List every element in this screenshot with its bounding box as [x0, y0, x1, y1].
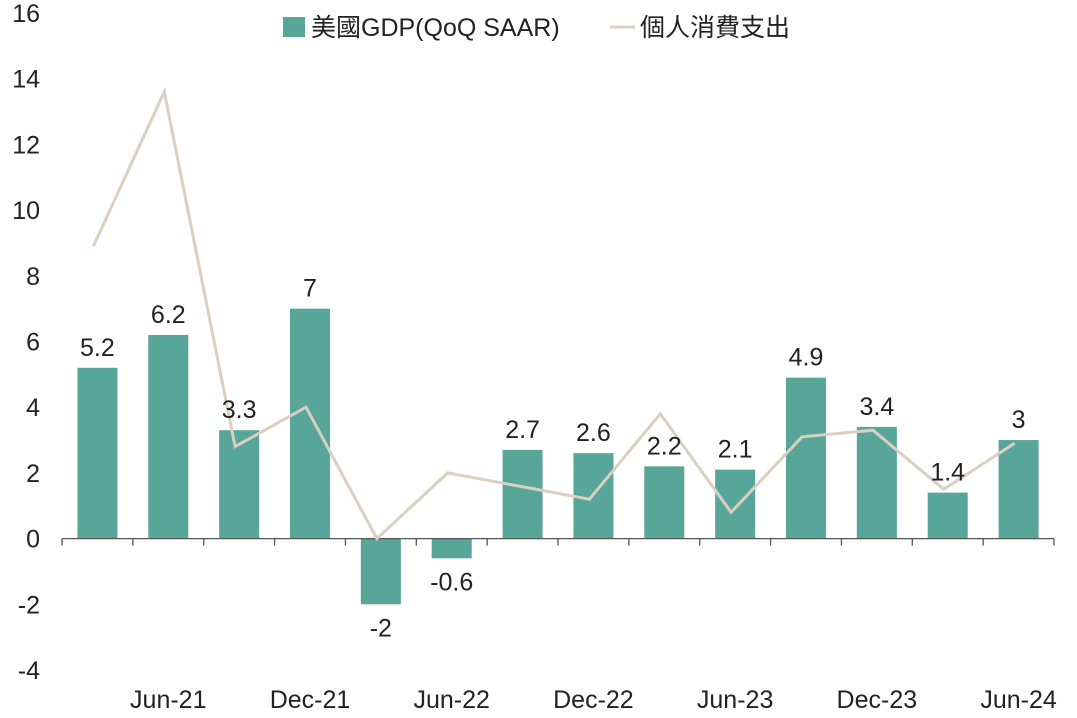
gdp-data-label: 3	[1012, 406, 1026, 434]
gdp-data-label: 7	[303, 275, 317, 303]
y-tick-label: 10	[12, 197, 40, 225]
y-tick-label: -4	[18, 657, 40, 685]
y-tick-label: 6	[26, 329, 40, 357]
gdp-bar	[644, 466, 685, 539]
y-tick-label: 0	[26, 526, 40, 554]
gdp-bar	[148, 334, 189, 539]
gdp-bar	[290, 308, 330, 539]
gdp-bars	[77, 308, 1039, 605]
gdp-data-label: 2.7	[505, 416, 540, 444]
gdp-data-label: 2.2	[647, 432, 682, 460]
gdp-bar	[998, 440, 1039, 539]
legend-label-gdp: 美國GDP(QoQ SAAR)	[311, 14, 560, 42]
y-axis-ticks: -4 -2 0 2 4 6 8 10 12 14 16	[12, 0, 40, 685]
legend-label-pce: 個人消費支出	[640, 14, 790, 42]
gdp-bar	[786, 377, 826, 539]
gdp-data-label: 3.4	[859, 393, 894, 421]
gdp-data-label: 4.9	[789, 344, 824, 372]
gdp-data-label: 1.4	[930, 459, 965, 487]
gdp-data-label: 6.2	[151, 301, 186, 329]
gdp-bar	[927, 492, 968, 539]
gdp-data-label: 2.1	[718, 436, 753, 464]
gdp-bar	[360, 538, 401, 605]
gdp-data-label: -2	[370, 614, 392, 642]
y-tick-label: 16	[12, 0, 40, 28]
gdp-bar	[715, 469, 756, 539]
gdp-bar	[502, 449, 543, 539]
y-tick-label: 2	[26, 460, 40, 488]
y-tick-label: 12	[12, 131, 40, 159]
x-tick-label: Dec-21	[270, 686, 351, 714]
pce-line-layer	[92, 86, 1016, 542]
x-tick-label: Dec-23	[837, 686, 918, 714]
gdp-bar	[431, 538, 472, 559]
y-tick-label: 14	[12, 66, 40, 94]
x-tick-label: Jun-23	[697, 686, 773, 714]
gdp-data-label: 3.3	[222, 396, 257, 424]
x-tick-label: Jun-24	[980, 686, 1057, 714]
x-axis	[61, 537, 1055, 546]
x-tick-label: Dec-22	[553, 686, 634, 714]
gdp-bar	[77, 367, 118, 539]
gdp-data-label: 2.6	[576, 419, 611, 447]
y-tick-label: 4	[26, 394, 40, 422]
pce-line	[92, 86, 1016, 542]
y-tick-label: 8	[26, 263, 40, 291]
gdp-bar	[219, 430, 260, 539]
legend: 美國GDP(QoQ SAAR) 個人消費支出	[283, 14, 790, 42]
gdp-data-labels: 5.2 6.2 3.3 7 -2 -0.6 2.7 2.6 2.2 2.1 4.9 3.4 1.4 3	[80, 275, 1025, 643]
x-tick-label: Jun-21	[130, 686, 206, 714]
y-tick-label: -2	[18, 591, 40, 619]
x-tick-label: Jun-22	[413, 686, 489, 714]
x-axis-tick-labels: Jun-21 Dec-21 Jun-22 Dec-22 Jun-23 Dec-23 Jun-…	[130, 686, 1057, 714]
gdp-data-label: -0.6	[430, 568, 473, 596]
gdp-data-label: 5.2	[80, 334, 115, 362]
legend-swatch-gdp	[283, 17, 305, 37]
